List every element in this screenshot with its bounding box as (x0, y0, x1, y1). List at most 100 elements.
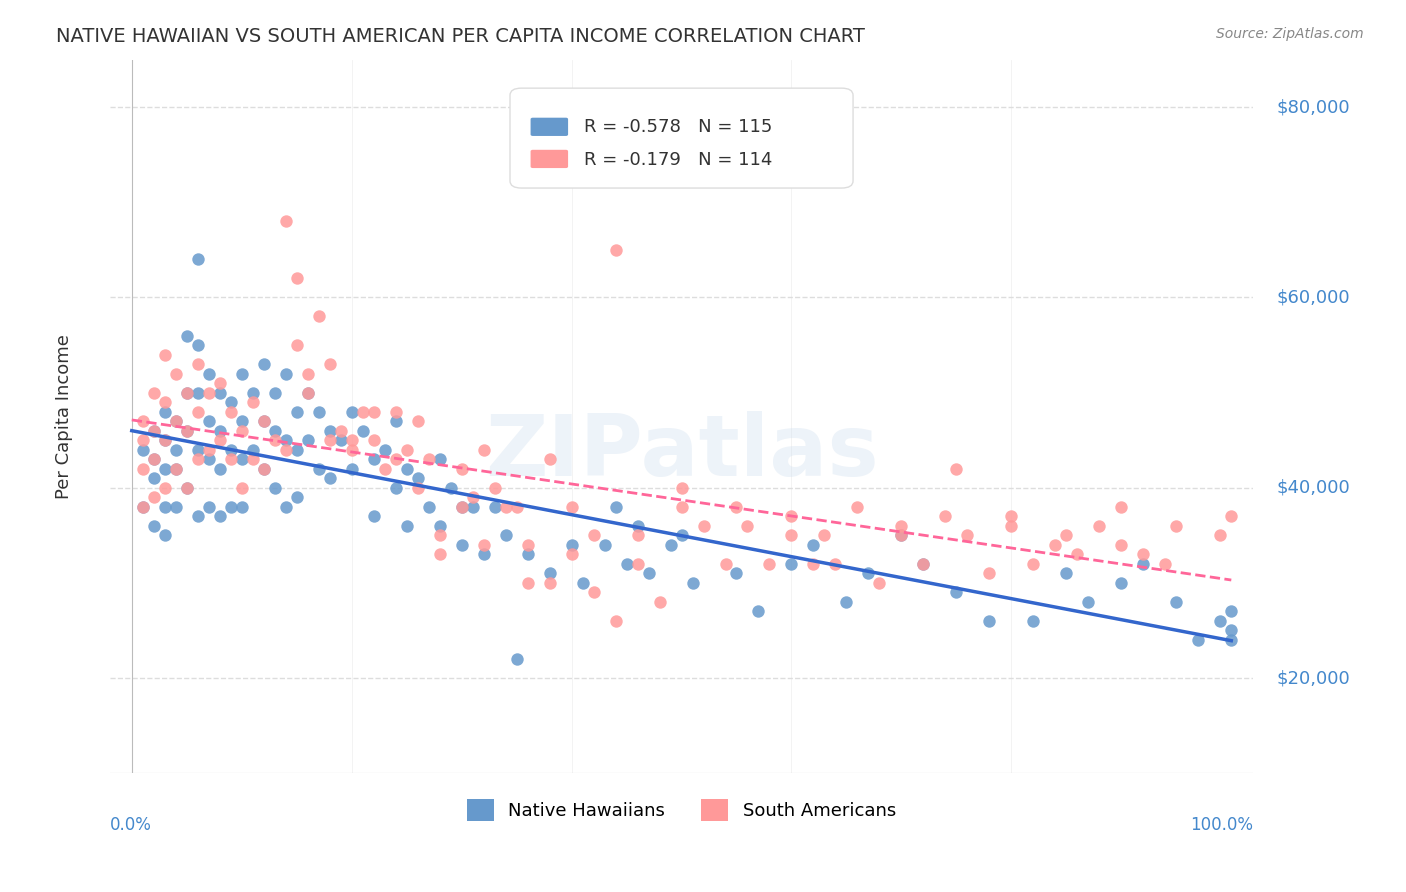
Point (406, 414, 429, 428)
Point (308, 310, 330, 324)
Point (153, 433, 176, 447)
Point (274, 500, 297, 514)
Point (725, 566, 748, 581)
Point (516, 575, 538, 590)
Point (1066, 547, 1088, 561)
Point (165, 414, 187, 428)
Point (318, 471, 340, 485)
Point (297, 433, 319, 447)
Point (1166, 518, 1188, 533)
Point (176, 481, 198, 495)
Point (142, 452, 165, 467)
Point (219, 395, 242, 409)
Point (187, 385, 209, 400)
Point (671, 528, 693, 542)
Point (737, 518, 759, 533)
Point (142, 424, 165, 438)
Point (285, 271, 308, 285)
Point (450, 500, 472, 514)
Point (187, 252, 209, 267)
Point (187, 509, 209, 524)
Point (1132, 547, 1154, 561)
Point (329, 424, 352, 438)
Point (637, 566, 659, 581)
Point (285, 490, 308, 504)
Point (671, 500, 693, 514)
Point (406, 471, 429, 485)
Point (231, 481, 253, 495)
Point (1154, 557, 1177, 571)
Point (297, 385, 319, 400)
Point (803, 557, 825, 571)
Point (208, 424, 231, 438)
Point (253, 414, 276, 428)
Point (912, 557, 935, 571)
Point (340, 433, 363, 447)
Point (395, 518, 418, 533)
Point (132, 500, 155, 514)
Point (472, 547, 495, 561)
Text: 0.0%: 0.0% (110, 816, 152, 834)
Point (153, 500, 176, 514)
Point (197, 500, 219, 514)
Point (406, 481, 429, 495)
Point (363, 433, 385, 447)
Point (176, 481, 198, 495)
Point (219, 452, 242, 467)
Point (495, 528, 517, 542)
Point (1045, 538, 1067, 552)
Point (253, 461, 276, 475)
Point (682, 575, 704, 590)
Point (429, 518, 451, 533)
Point (418, 452, 440, 467)
Point (176, 424, 198, 438)
Point (263, 481, 285, 495)
Text: R = -0.179   N = 114: R = -0.179 N = 114 (585, 151, 773, 169)
Point (395, 461, 418, 475)
Point (605, 614, 627, 628)
Point (285, 338, 308, 352)
Point (758, 557, 780, 571)
Point (176, 424, 198, 438)
Point (671, 481, 693, 495)
Point (747, 604, 769, 618)
Point (242, 395, 264, 409)
Legend: Native Hawaiians, South Americans: Native Hawaiians, South Americans (460, 792, 904, 829)
Point (231, 452, 253, 467)
Point (363, 509, 385, 524)
Point (142, 471, 165, 485)
Point (263, 433, 285, 447)
Point (208, 385, 231, 400)
Text: 100.0%: 100.0% (1191, 816, 1253, 834)
Point (1022, 614, 1045, 628)
Point (197, 452, 219, 467)
Text: Source: ZipAtlas.com: Source: ZipAtlas.com (1216, 27, 1364, 41)
Point (231, 414, 253, 428)
Point (308, 404, 330, 418)
Point (187, 442, 209, 457)
Point (1000, 518, 1022, 533)
Point (363, 404, 385, 418)
Point (187, 338, 209, 352)
Point (472, 538, 495, 552)
Point (1111, 575, 1133, 590)
Point (538, 566, 561, 581)
Point (813, 528, 835, 542)
Point (274, 442, 297, 457)
Point (153, 528, 176, 542)
Point (495, 500, 517, 514)
FancyBboxPatch shape (510, 88, 853, 188)
Point (1111, 500, 1133, 514)
Point (1054, 528, 1077, 542)
Point (1220, 509, 1243, 524)
Point (1220, 624, 1243, 638)
Point (285, 442, 308, 457)
Point (132, 414, 155, 428)
Point (593, 538, 616, 552)
Point (176, 328, 198, 343)
Point (153, 433, 176, 447)
Point (538, 575, 561, 590)
FancyBboxPatch shape (530, 118, 568, 136)
Point (219, 442, 242, 457)
Point (165, 461, 187, 475)
